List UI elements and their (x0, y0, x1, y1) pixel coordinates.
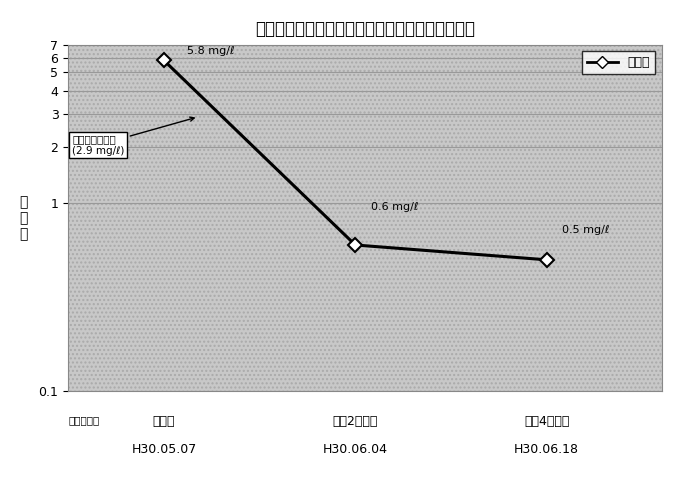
Text: H30.06.18: H30.06.18 (514, 443, 579, 455)
Text: H30.05.07: H30.05.07 (131, 443, 196, 455)
Text: 設置前: 設置前 (153, 415, 175, 428)
Bar (68, 45, 662, 391)
Legend: 全鉄値: 全鉄値 (582, 51, 655, 74)
Text: 設置4週間後: 設置4週間後 (524, 415, 569, 428)
Y-axis label: 全
鉄
値: 全 鉄 値 (19, 195, 27, 241)
Text: 0.5 mg/ℓ: 0.5 mg/ℓ (562, 225, 610, 235)
Text: 5.8 mg/ℓ: 5.8 mg/ℓ (187, 46, 235, 56)
Text: 0.6 mg/ℓ: 0.6 mg/ℓ (370, 202, 418, 212)
Title: 屋上各冷温水発生機一次側冷温水還主管ドレン部: 屋上各冷温水発生機一次側冷温水還主管ドレン部 (255, 20, 475, 38)
Text: 定量限界値: 定量限界値 (68, 415, 100, 425)
Text: 効果判定目標値
(2.9 mg/ℓ): 効果判定目標値 (2.9 mg/ℓ) (72, 117, 194, 156)
Text: 設置2週間後: 設置2週間後 (333, 415, 378, 428)
Text: H30.06.04: H30.06.04 (323, 443, 388, 455)
